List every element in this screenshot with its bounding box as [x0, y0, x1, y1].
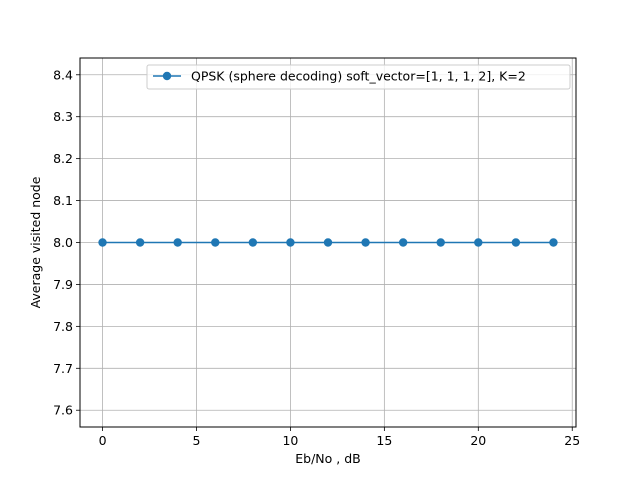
- x-tick-label: 25: [564, 433, 580, 448]
- data-point: [173, 238, 182, 247]
- y-tick-label: 8.2: [53, 151, 73, 166]
- data-point: [211, 238, 220, 247]
- legend-box: [146, 64, 571, 90]
- y-tick-label: 7.7: [53, 361, 73, 376]
- data-point: [248, 238, 258, 247]
- legend-label: QPSK (sphere decoding) soft_vector=[1, 1…: [191, 69, 526, 84]
- x-tick-label: 0: [99, 433, 107, 448]
- data-point: [436, 238, 445, 247]
- y-tick-label: 8.3: [53, 109, 73, 124]
- x-tick-label: 5: [193, 433, 201, 448]
- legend-marker-swatch: [162, 71, 172, 81]
- data-point: [474, 238, 483, 247]
- y-tick-label: 8.0: [53, 235, 73, 250]
- x-tick-label: 20: [470, 433, 486, 448]
- data-point: [323, 238, 333, 247]
- y-axis-label: Average visited node: [28, 176, 43, 308]
- data-point: [135, 238, 145, 247]
- legend: QPSK (sphere decoding) soft_vector=[1, 1…: [146, 64, 571, 90]
- y-tick-label: 8.1: [53, 193, 73, 208]
- y-tick-label: 7.6: [53, 403, 73, 418]
- data-point: [361, 238, 370, 247]
- x-axis-label: Eb/No , dB: [295, 451, 360, 466]
- x-tick-label: 15: [376, 433, 392, 448]
- y-tick-label: 7.9: [53, 277, 73, 292]
- data-point: [511, 238, 521, 247]
- series-layer: [98, 238, 558, 247]
- x-tick-label: 10: [282, 433, 298, 448]
- y-tick-label: 8.4: [53, 67, 73, 82]
- y-tick-label: 7.8: [53, 319, 73, 334]
- data-point: [398, 238, 408, 247]
- data-point: [286, 238, 295, 247]
- data-point: [98, 238, 107, 247]
- data-point: [549, 238, 558, 247]
- ticks: 0 5 10 15 20 25 7.6 7.7 7.8 7.9 8.0 8.1 8.2 8.3 8.4: [53, 67, 580, 448]
